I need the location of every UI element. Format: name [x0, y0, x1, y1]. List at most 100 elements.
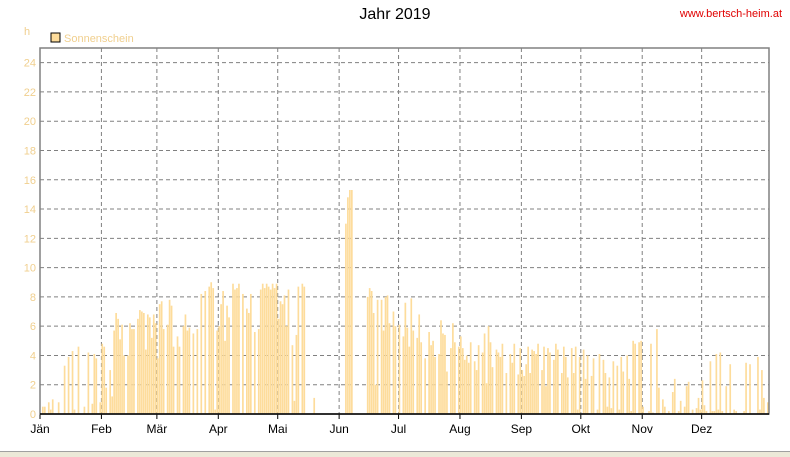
bar	[368, 288, 371, 414]
bar	[440, 320, 442, 414]
bar	[374, 384, 377, 414]
bar	[509, 353, 512, 414]
bar	[143, 312, 145, 414]
month-label: Okt	[571, 422, 590, 436]
bar	[83, 406, 86, 414]
bar	[267, 286, 270, 414]
bar	[701, 380, 704, 414]
month-label: Mär	[147, 422, 168, 436]
bar	[757, 356, 759, 414]
y-tick-label: 2	[30, 380, 36, 392]
bar	[664, 406, 666, 414]
bar	[133, 329, 135, 414]
bar	[743, 411, 745, 414]
bar	[129, 323, 131, 414]
bar	[144, 349, 147, 414]
bar	[763, 397, 765, 414]
bar	[265, 283, 268, 414]
bar	[578, 356, 581, 414]
bar	[537, 343, 539, 414]
bar	[463, 359, 466, 414]
y-tick-label: 20	[24, 116, 36, 128]
bar	[673, 378, 676, 414]
bar	[705, 411, 708, 414]
bar	[285, 326, 288, 414]
bar	[495, 349, 498, 414]
bar	[382, 330, 385, 414]
bar	[301, 283, 304, 414]
bar	[43, 406, 46, 414]
bar	[234, 289, 236, 414]
bar	[220, 304, 222, 414]
month-label: Apr	[209, 422, 228, 436]
bar	[572, 373, 575, 414]
bar	[291, 345, 294, 414]
bar	[547, 348, 549, 414]
bar	[188, 327, 191, 414]
bar	[51, 399, 54, 414]
bar	[505, 373, 508, 414]
bar	[192, 333, 195, 414]
month-label: Mai	[268, 422, 287, 436]
bar	[687, 381, 690, 414]
bar	[685, 386, 688, 414]
bar	[224, 340, 226, 414]
bar	[628, 378, 631, 414]
chart-title: Jahr 2019	[359, 6, 431, 23]
bar	[166, 324, 169, 414]
bar	[656, 329, 658, 414]
y-tick-label: 0	[30, 409, 36, 421]
bar	[271, 283, 274, 414]
bar	[184, 314, 187, 414]
bar	[491, 367, 494, 414]
bar	[555, 343, 557, 414]
bar	[598, 353, 601, 414]
bar	[457, 346, 460, 414]
bar	[303, 286, 306, 414]
site-url-link[interactable]: www.bertsch-heim.at	[679, 8, 782, 20]
bar	[394, 326, 397, 414]
bar	[152, 314, 155, 414]
legend-label: Sonnenschein	[64, 33, 134, 45]
bar	[47, 402, 50, 414]
bar	[525, 364, 528, 414]
bar	[283, 295, 286, 414]
bar	[475, 370, 478, 414]
bar	[428, 332, 430, 414]
bar	[156, 358, 159, 414]
bar	[279, 301, 282, 414]
bar	[406, 327, 409, 414]
bar	[438, 353, 440, 414]
bar	[295, 334, 298, 414]
bar	[612, 361, 615, 414]
bar	[541, 370, 543, 414]
bar	[182, 326, 185, 414]
bar	[626, 355, 629, 414]
bar	[293, 400, 296, 414]
bar	[467, 362, 470, 414]
bar	[533, 351, 535, 414]
month-label: Nov	[632, 422, 653, 436]
bar	[735, 411, 738, 414]
month-label: Aug	[449, 422, 470, 436]
bar	[200, 293, 203, 414]
legend[interactable]: Sonnenschein	[50, 32, 134, 45]
bar	[432, 340, 434, 414]
bar	[148, 317, 151, 414]
bar	[529, 373, 531, 414]
bar	[123, 355, 125, 414]
bar	[154, 323, 157, 414]
bar	[158, 304, 161, 414]
bar	[446, 371, 448, 414]
bar	[608, 377, 611, 414]
bar	[99, 402, 102, 414]
bar	[345, 223, 347, 414]
bar	[519, 348, 522, 414]
month-label: Feb	[91, 422, 112, 436]
bar	[481, 352, 484, 414]
bar	[545, 386, 547, 414]
bar	[196, 329, 199, 414]
bar	[232, 283, 234, 414]
